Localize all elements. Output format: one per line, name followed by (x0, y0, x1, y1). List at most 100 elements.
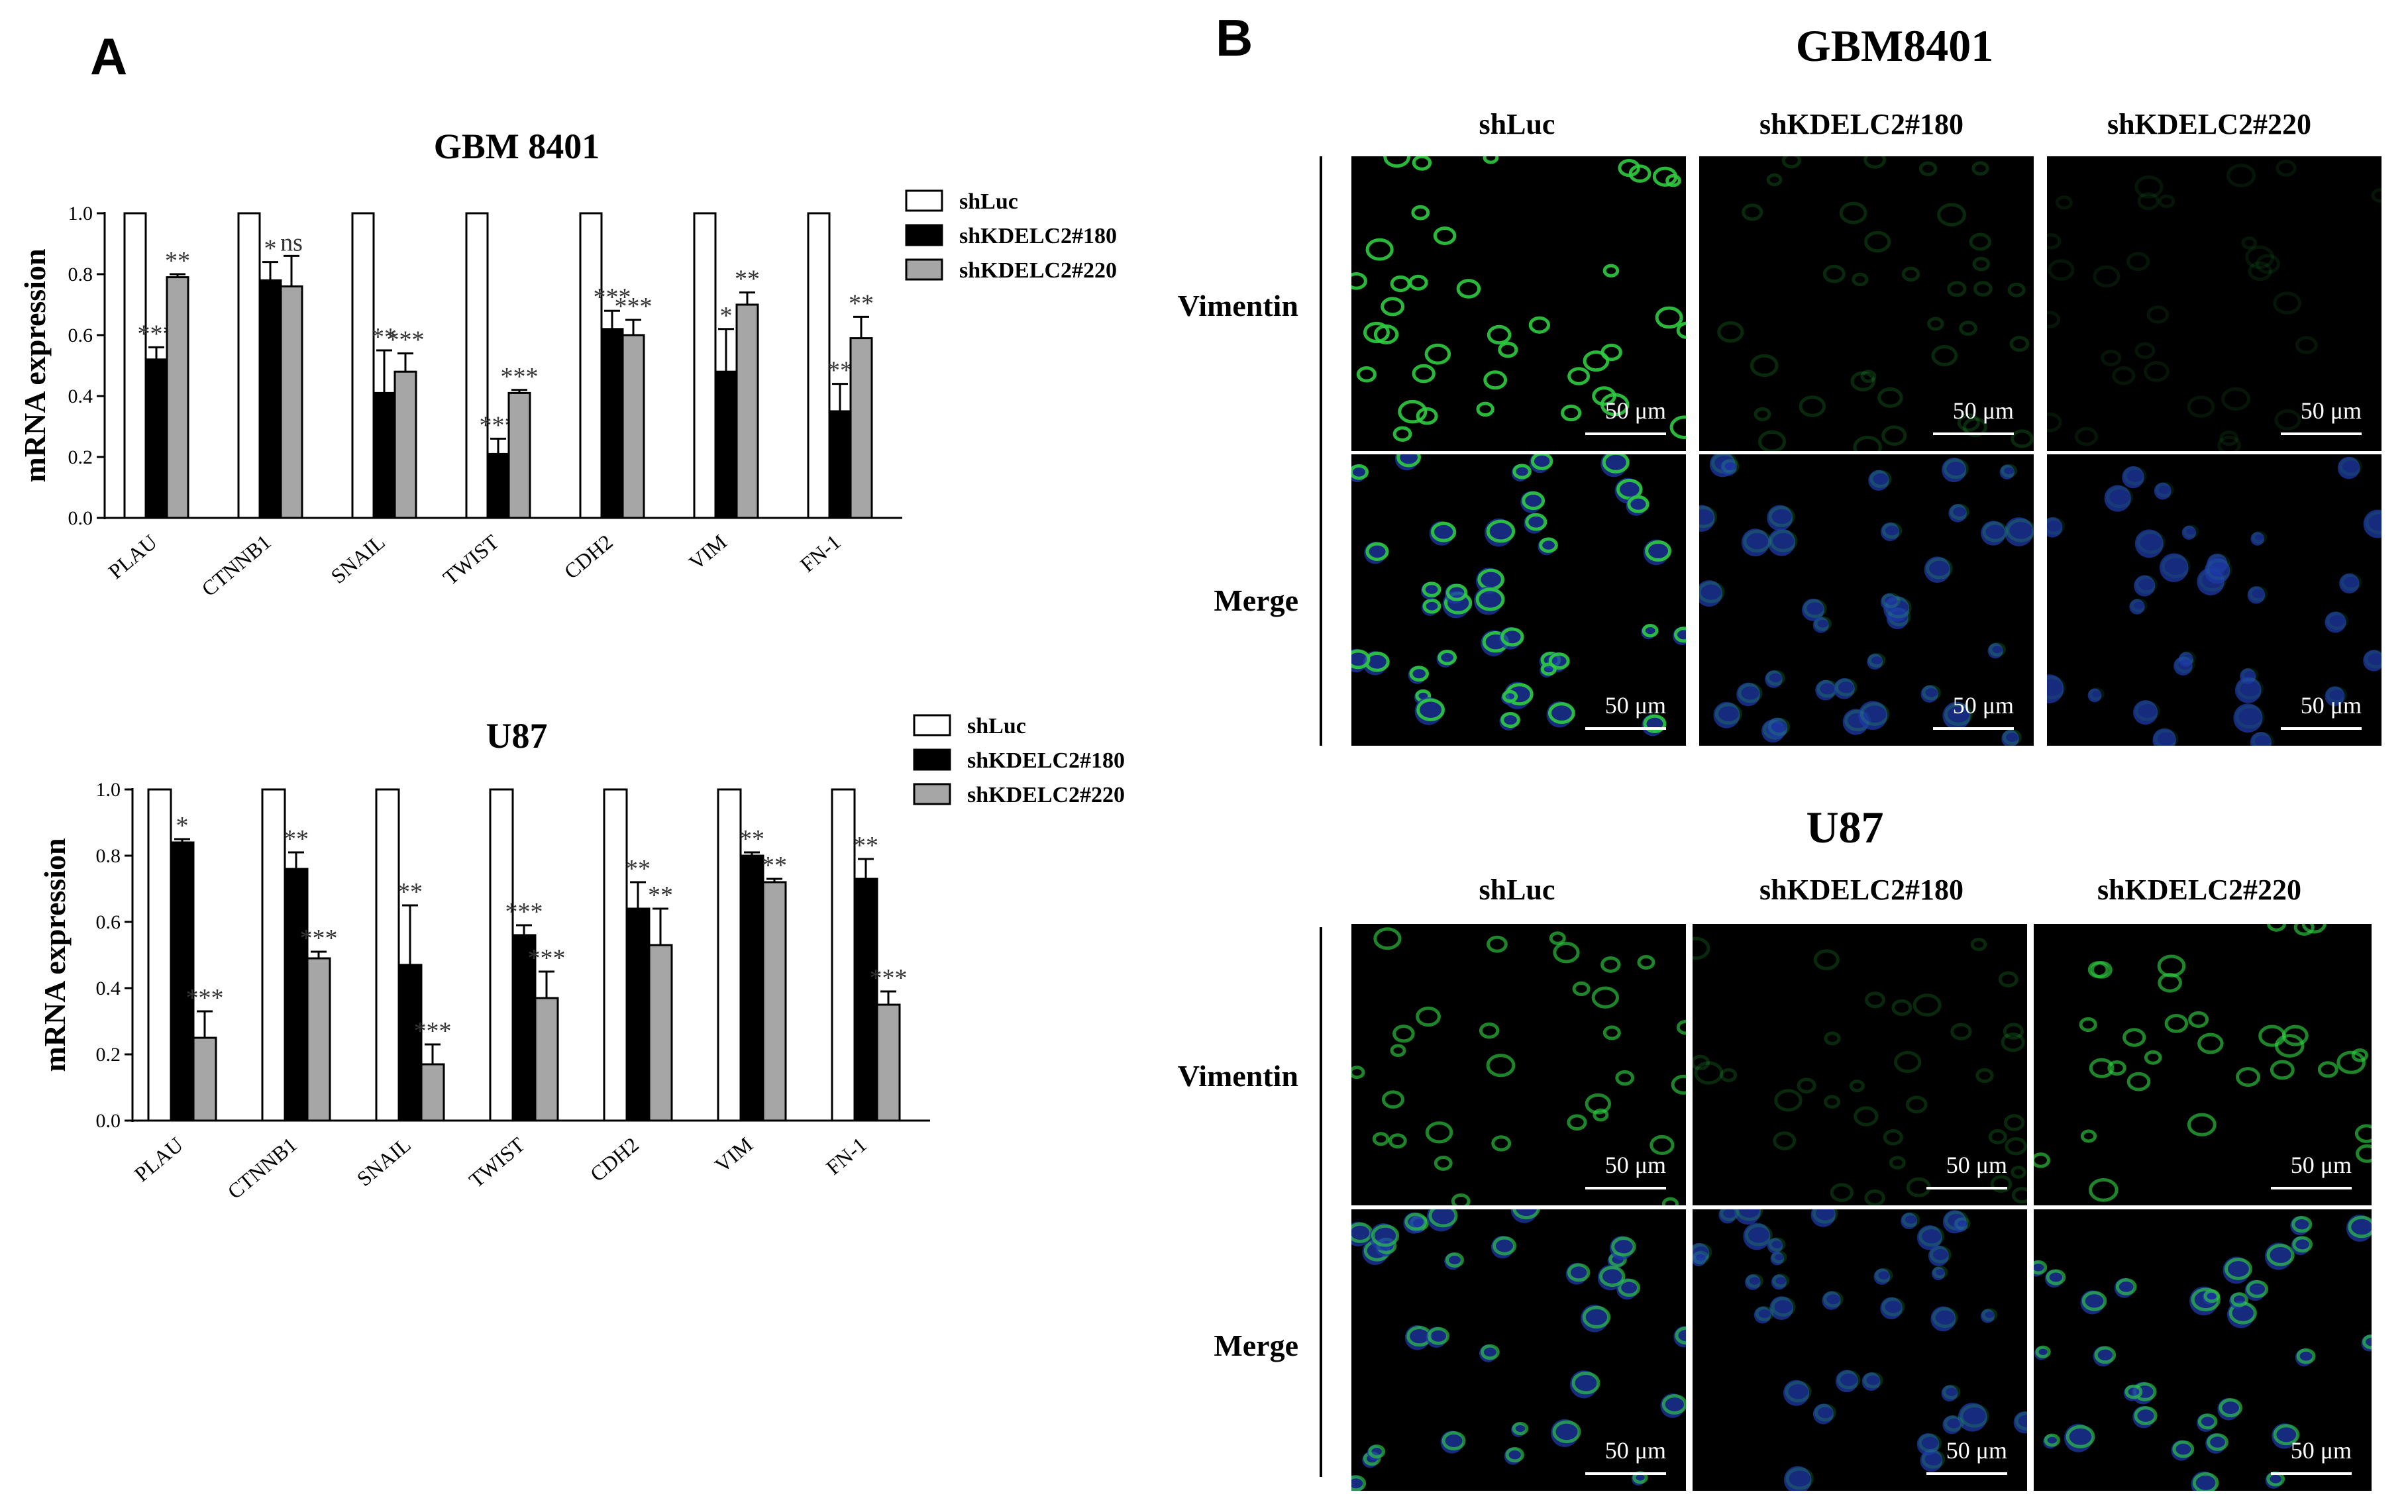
bar-shKDELC2#220-VIM (762, 881, 787, 1122)
legend-label: shKDELC2#180 (967, 748, 1125, 773)
cell (1875, 1268, 1893, 1283)
nucleus (2173, 656, 2193, 676)
cell (2276, 160, 2297, 177)
cell (1409, 666, 1429, 682)
cell (1736, 1209, 1763, 1221)
cell (1744, 1223, 1773, 1246)
legend-swatch (905, 189, 943, 212)
cell (1372, 1132, 1390, 1146)
cell (1944, 1415, 1964, 1432)
cell (1944, 703, 1973, 726)
cell (1416, 698, 1445, 721)
gbm-vimentin-180-image: 50 μm (1699, 156, 2034, 451)
cell (1989, 642, 2006, 657)
scale-bar (1933, 432, 2014, 435)
nucleus (1858, 701, 1888, 731)
nucleus (2134, 575, 2156, 597)
cell (1416, 1006, 1441, 1027)
nucleus (1835, 1370, 1858, 1393)
nucleus (1720, 459, 1737, 476)
cell (1699, 505, 1717, 529)
x-tick-label: PLAU (104, 530, 162, 583)
cell (2123, 466, 2147, 485)
cell (1717, 321, 1744, 343)
micrograph-cells (1351, 1209, 1686, 1491)
cell (1583, 350, 1610, 372)
micrograph-cells (1699, 454, 2034, 746)
cell (1675, 1326, 1686, 1345)
nucleus (2234, 677, 2262, 703)
nucleus (2325, 686, 2345, 707)
scale-label: 50 μm (1604, 692, 1666, 719)
cell (1774, 1089, 1803, 1112)
nucleus (2250, 532, 2264, 546)
nucleus (1743, 1223, 1771, 1250)
cell (1943, 458, 1969, 479)
cell (2236, 1067, 2261, 1087)
cell (1487, 325, 1512, 345)
cell (2224, 1258, 2252, 1280)
nucleus (2104, 485, 2131, 512)
cell (1645, 540, 1672, 562)
cell (1957, 413, 1980, 432)
significance-label: ** (397, 878, 423, 906)
bar-shKDELC2#220-PLAU (192, 1036, 217, 1122)
nucleus (1948, 504, 1967, 523)
u87-row-divider (1320, 927, 1322, 1477)
y-tick-label: 0.8 (96, 845, 121, 867)
gbm-row-label-merge: Merge (1214, 583, 1298, 617)
cell (1665, 174, 1681, 187)
bar-shKDELC2#180-VIM (714, 370, 738, 519)
cell (2047, 676, 2066, 699)
cell (2158, 194, 2175, 209)
cell (2146, 305, 2170, 324)
cell (1491, 1135, 1512, 1152)
cell (1767, 717, 1791, 736)
bar-shLuc-PLAU (147, 788, 172, 1122)
cell (2197, 1033, 2224, 1054)
cell (1593, 1108, 1609, 1122)
cell (1502, 689, 1518, 703)
cell (1768, 1237, 1786, 1252)
cell (2338, 457, 2363, 476)
cell (1434, 1155, 1453, 1171)
bar-shKDELC2#220-VIM (735, 303, 759, 519)
cell (1591, 986, 1620, 1009)
nucleus (1987, 643, 2003, 659)
cell (2005, 1137, 2027, 1156)
cell (2296, 1348, 2316, 1364)
panel-a-label: A (90, 27, 128, 85)
nucleus (1801, 598, 1824, 621)
cell (2266, 1243, 2295, 1266)
significance-label: ** (165, 247, 190, 275)
bar-shKDELC2#180-CDH2 (600, 328, 624, 519)
cell (2007, 282, 2026, 297)
cell (2155, 481, 2174, 498)
cell (2267, 924, 2286, 932)
cell (1553, 942, 1580, 964)
cell (1567, 1263, 1591, 1282)
cell (1627, 495, 1649, 513)
cell (1425, 1121, 1453, 1144)
cell (2255, 254, 2280, 274)
bar-shLuc-PLAU (123, 212, 147, 519)
u87-merge-180-image: 50 μm (1693, 1209, 2027, 1491)
y-tick-label: 0.4 (68, 385, 93, 407)
gbm-row-label-vimentin: Vimentin (1177, 289, 1298, 323)
cell (2081, 1291, 2107, 1311)
nucleus (1812, 1403, 1834, 1425)
cell (2191, 1287, 2221, 1312)
scale-label: 50 μm (1946, 1437, 2007, 1464)
cell (1932, 1307, 1958, 1329)
cell (1905, 1095, 1928, 1114)
cell (2348, 1215, 2372, 1238)
cell (1392, 1025, 1415, 1043)
nucleus (1920, 685, 1938, 703)
cell (2134, 175, 2164, 199)
cell (1963, 417, 1987, 437)
nucleus (1928, 1245, 1949, 1266)
cell (1720, 1209, 1740, 1221)
cell (2124, 1384, 2143, 1399)
cell (1863, 156, 1887, 169)
nucleus (1699, 505, 1715, 532)
